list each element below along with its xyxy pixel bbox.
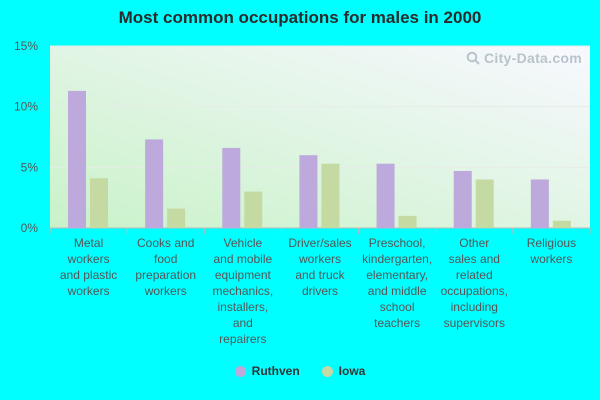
bar-iowa-4 xyxy=(398,215,417,228)
bar-iowa-6 xyxy=(552,220,571,228)
watermark: City-Data.com xyxy=(466,50,582,66)
bar-iowa-0 xyxy=(90,178,108,228)
legend-item-ruthven: Ruthven xyxy=(234,364,300,378)
y-tick-label: 15% xyxy=(14,39,38,53)
search-icon xyxy=(466,51,480,65)
bar-iowa-5 xyxy=(475,179,494,228)
legend: Ruthven Iowa xyxy=(0,364,600,378)
watermark-text: City-Data.com xyxy=(483,50,582,66)
x-tick-label: Cooks and food preparation workers xyxy=(135,236,196,298)
bar-iowa-2 xyxy=(244,191,263,228)
legend-label-ruthven: Ruthven xyxy=(251,364,300,378)
bar-ruthven-6 xyxy=(530,179,549,228)
bar-iowa-1 xyxy=(167,208,186,228)
bar-ruthven-4 xyxy=(376,163,395,228)
chart-title: Most common occupations for males in 200… xyxy=(118,8,482,27)
legend-swatch-ruthven xyxy=(234,365,246,377)
y-tick-label: 5% xyxy=(21,160,39,174)
x-tick-label: Vehicle and mobile equipment mechanics, inst… xyxy=(213,236,274,346)
y-tick-label: 10% xyxy=(14,100,38,114)
legend-swatch-iowa xyxy=(321,365,333,377)
bar-iowa-3 xyxy=(321,163,340,228)
x-tick-label: Other sales and related occupations, includi… xyxy=(441,236,508,330)
y-tick-label: 0% xyxy=(21,221,39,235)
legend-label-iowa: Iowa xyxy=(338,364,366,378)
x-tick-label: Metal workers and plastic workers xyxy=(60,236,117,298)
bar-ruthven-5 xyxy=(453,170,472,228)
legend-item-iowa: Iowa xyxy=(321,364,366,378)
bar-ruthven-3 xyxy=(299,155,318,228)
x-tick-label: Preschool, kindergarten, elementary, and mi… xyxy=(362,236,432,330)
plot-background xyxy=(50,46,590,228)
x-tick-label: Religious workers xyxy=(527,236,576,266)
bar-ruthven-0 xyxy=(68,90,86,228)
bar-ruthven-2 xyxy=(222,147,241,228)
x-tick-label: Driver/sales workers and truck drivers xyxy=(288,236,351,298)
bar-ruthven-1 xyxy=(145,139,164,228)
